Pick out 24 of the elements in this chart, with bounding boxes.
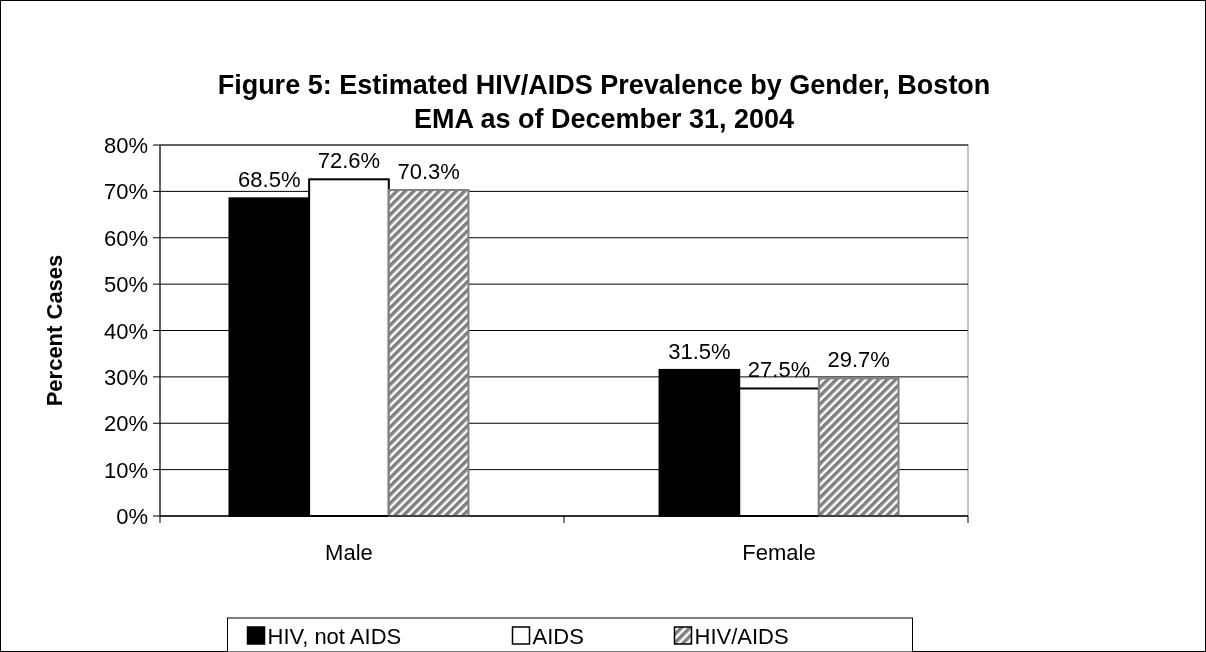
bar <box>387 188 470 517</box>
y-tick-label: 60% <box>103 225 148 251</box>
bar <box>817 377 900 517</box>
x-tick-label: Female <box>742 540 816 565</box>
y-tick-label: 80% <box>103 133 148 158</box>
legend-label: AIDS <box>532 624 584 649</box>
data-label: 29.7% <box>827 347 890 373</box>
y-tick-label: 20% <box>103 411 148 437</box>
data-label: 31.5% <box>668 338 731 364</box>
y-tick-label: 40% <box>103 318 148 344</box>
y-tick-label: 0% <box>116 504 148 529</box>
x-tick-label: Male <box>325 540 373 565</box>
y-tick-label: 10% <box>103 457 148 483</box>
legend-label: HIV/AIDS <box>694 624 789 649</box>
data-label: 70.3% <box>397 158 460 184</box>
y-tick-label: 30% <box>103 364 148 390</box>
y-tick-label: 50% <box>103 272 148 298</box>
data-label: 68.5% <box>238 167 301 193</box>
chart-title: Figure 5: Estimated HIV/AIDS Prevalence by Gender, Boston EMA as of December 31, 2004 <box>217 70 991 134</box>
y-tick-label: 70% <box>103 179 148 205</box>
data-label: 27.5% <box>747 357 811 383</box>
legend-label: HIV, not AIDS <box>267 624 402 649</box>
data-label: 72.6% <box>317 148 381 174</box>
y-axis-title: Percent Cases <box>42 254 67 407</box>
